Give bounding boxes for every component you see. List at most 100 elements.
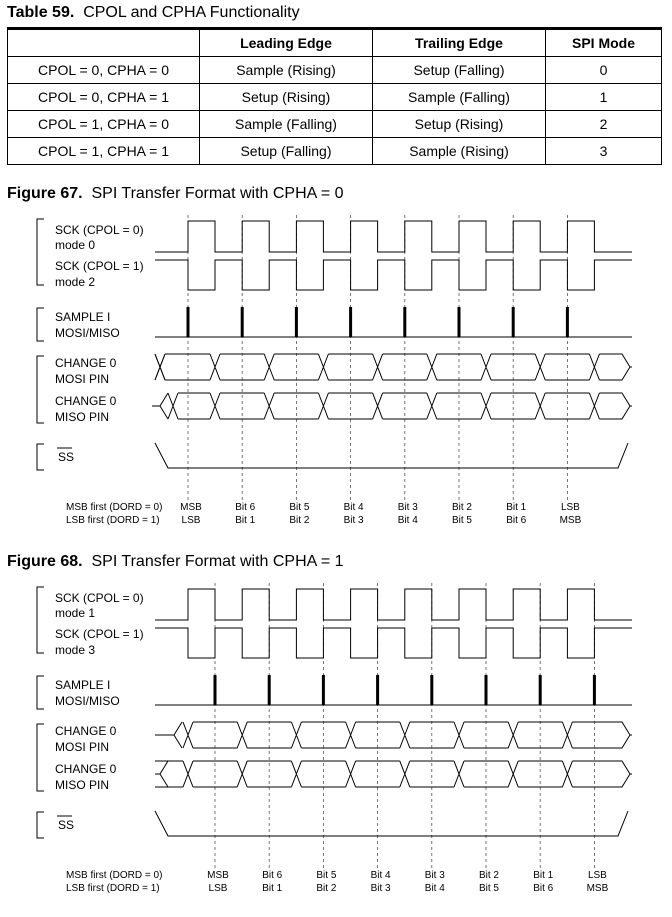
signal-label: mode 0 <box>55 238 95 252</box>
dord1-label: LSB first (DORD = 1) <box>66 515 160 526</box>
lsb-first-bit-label: Bit 6 <box>533 883 553 894</box>
table-cell: Sample (Falling) <box>199 110 373 138</box>
lsb-first-bit-label: MSB <box>560 515 582 526</box>
table-cell: CPOL = 0, CPHA = 1 <box>7 83 200 111</box>
ss-label: SS <box>58 450 74 464</box>
sck-cpol1-waveform <box>155 259 632 291</box>
figure-caption: SPI Transfer Format with CPHA = 1 <box>91 553 344 570</box>
group-bracket <box>36 723 44 792</box>
lsb-first-bit-label: Bit 2 <box>316 883 336 894</box>
lsb-first-bit-label: Bit 2 <box>289 515 309 526</box>
ss-waveform <box>154 442 629 469</box>
lsb-first-bit-label: Bit 3 <box>344 515 364 526</box>
lsb-first-bit-label: Bit 1 <box>235 515 255 526</box>
table-cell: Setup (Rising) <box>372 110 546 138</box>
signal-label: MISO PIN <box>55 778 109 792</box>
miso-float-lead <box>152 392 169 420</box>
figure-68-title: Figure 68. SPI Transfer Format with CPHA… <box>7 553 344 571</box>
msb-first-bit-label: MSB <box>207 870 229 881</box>
group-bracket <box>36 586 44 654</box>
lsb-first-bit-label: Bit 4 <box>425 883 445 894</box>
signal-label: SCK (CPOL = 0) <box>55 591 144 605</box>
signal-label: MOSI PIN <box>55 740 109 754</box>
table-header-row: Leading Edge Trailing Edge SPI Mode <box>7 27 662 57</box>
lsb-first-bit-label: MSB <box>587 883 609 894</box>
msb-first-bit-label: Bit 2 <box>452 502 472 513</box>
mosi-float-lead <box>155 721 183 749</box>
msb-first-bit-label: Bit 5 <box>289 502 309 513</box>
table-caption: CPOL and CPHA Functionality <box>83 4 300 21</box>
msb-first-bit-label: Bit 6 <box>235 502 255 513</box>
signal-label: mode 1 <box>55 606 95 620</box>
table-row: CPOL = 0, CPHA = 1 Setup (Rising) Sample… <box>7 83 662 111</box>
table-cell: Setup (Rising) <box>199 83 373 111</box>
figure-number: Figure 68. <box>7 553 83 570</box>
cpol-cpha-table: Leading Edge Trailing Edge SPI Mode CPOL… <box>7 27 662 165</box>
miso-waveform <box>155 760 632 788</box>
lsb-first-bit-label: LSB <box>209 883 228 894</box>
lsb-first-bit-label: Bit 3 <box>371 883 391 894</box>
lsb-first-bit-label: Bit 5 <box>452 515 472 526</box>
table-cell: Sample (Falling) <box>372 83 546 111</box>
dord1-label: LSB first (DORD = 1) <box>66 883 160 894</box>
signal-label: MOSI PIN <box>55 372 109 386</box>
group-bracket <box>36 307 44 342</box>
signal-label: SAMPLE I <box>55 310 110 324</box>
sck-cpol0-waveform <box>155 588 632 621</box>
signal-label: mode 2 <box>55 275 95 289</box>
mosi-waveform <box>154 353 632 381</box>
msb-first-bit-label: Bit 5 <box>316 870 336 881</box>
table-cell: 3 <box>545 137 662 165</box>
table-cell: CPOL = 0, CPHA = 0 <box>7 56 200 84</box>
signal-label: CHANGE 0 <box>55 762 117 776</box>
lsb-first-bit-label: Bit 4 <box>398 515 418 526</box>
msb-first-bit-label: Bit 3 <box>398 502 418 513</box>
figure-67-title: Figure 67. SPI Transfer Format with CPHA… <box>7 185 344 203</box>
table-row: CPOL = 1, CPHA = 1 Setup (Falling) Sampl… <box>7 137 662 165</box>
msb-first-bit-label: Bit 1 <box>533 870 553 881</box>
table-cell: 1 <box>545 83 662 111</box>
miso-waveform <box>167 392 632 420</box>
msb-first-bit-label: LSB <box>561 502 580 513</box>
msb-first-bit-label: Bit 2 <box>479 870 499 881</box>
table-cell: CPOL = 1, CPHA = 1 <box>7 137 200 165</box>
msb-first-bit-label: Bit 3 <box>425 870 445 881</box>
msb-first-bit-label: LSB <box>588 870 607 881</box>
msb-first-bit-label: Bit 4 <box>371 870 391 881</box>
table-cell: 2 <box>545 110 662 138</box>
signal-label: MISO PIN <box>55 410 109 424</box>
table-cell: Setup (Falling) <box>199 137 373 165</box>
signal-label: MOSI/MISO <box>55 326 120 340</box>
table-cell: Sample (Rising) <box>199 56 373 84</box>
group-bracket <box>36 218 44 286</box>
header-cell: Leading Edge <box>199 27 373 57</box>
signal-label: mode 3 <box>55 643 95 657</box>
cpha1-timing-diagram: SCK (CPOL = 0)mode 1 SCK (CPOL = 1) mode 3… <box>36 583 632 894</box>
group-bracket <box>36 675 44 710</box>
table-cell: Setup (Falling) <box>372 56 546 84</box>
signal-label: SCK (CPOL = 0) <box>55 223 144 237</box>
table-cell: Sample (Rising) <box>372 137 546 165</box>
header-cell: Trailing Edge <box>372 27 546 57</box>
signal-label: MOSI/MISO <box>55 694 120 708</box>
group-bracket <box>36 811 44 839</box>
group-bracket <box>36 443 44 471</box>
msb-first-bit-label: MSB <box>180 502 202 513</box>
table-cell: 0 <box>545 56 662 84</box>
cpha0-timing-diagram: SCK (CPOL = 0)mode 0 SCK (CPOL = 1) mode 2… <box>36 215 632 526</box>
ss-waveform <box>154 810 629 837</box>
msb-first-bit-label: Bit 1 <box>506 502 526 513</box>
signal-label: CHANGE 0 <box>55 356 117 370</box>
table-cell: CPOL = 1, CPHA = 0 <box>7 110 200 138</box>
msb-first-bit-label: Bit 4 <box>344 502 364 513</box>
signal-label: SCK (CPOL = 1) <box>55 627 144 641</box>
dord0-label: MSB first (DORD = 0) <box>66 502 162 513</box>
ss-label: SS <box>58 818 74 832</box>
miso-float-lead <box>155 760 169 788</box>
signal-label: CHANGE 0 <box>55 724 117 738</box>
lsb-first-bit-label: Bit 1 <box>262 883 282 894</box>
table-title: Table 59. CPOL and CPHA Functionality <box>7 4 300 22</box>
signal-label: CHANGE 0 <box>55 394 117 408</box>
lsb-first-bit-label: Bit 5 <box>479 883 499 894</box>
table-row: CPOL = 0, CPHA = 0 Sample (Rising) Setup… <box>7 56 662 84</box>
